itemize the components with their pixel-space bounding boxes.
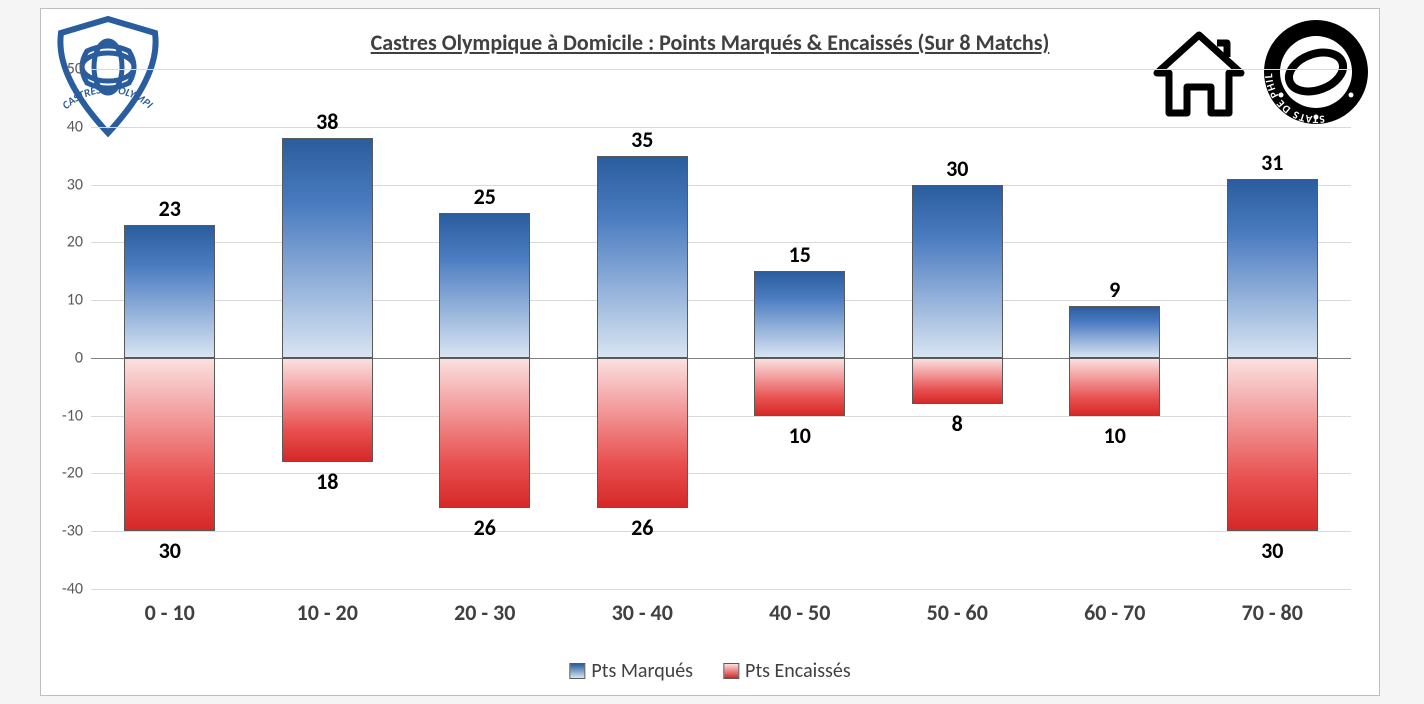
bar-marques bbox=[597, 156, 688, 358]
bar-group: 313070 - 80 bbox=[1227, 69, 1318, 589]
y-tick-label: 10 bbox=[67, 291, 83, 310]
y-tick-label: 20 bbox=[67, 233, 83, 252]
chart-container: CASTRES OLYMPIQUE STATS DE PHIL Castres … bbox=[40, 8, 1380, 696]
bar-group: 91060 - 70 bbox=[1069, 69, 1160, 589]
bar-label-marques: 38 bbox=[282, 108, 373, 135]
bar-group: 381810 - 20 bbox=[282, 69, 373, 589]
bar-label-encaisses: 26 bbox=[439, 514, 530, 541]
bar-label-marques: 30 bbox=[912, 155, 1003, 182]
y-tick-label: -30 bbox=[62, 522, 83, 541]
gridline bbox=[91, 473, 1351, 474]
bar-label-marques: 15 bbox=[754, 241, 845, 268]
bar-label-marques: 25 bbox=[439, 183, 530, 210]
bar-marques bbox=[124, 225, 215, 358]
x-tick-label: 20 - 30 bbox=[421, 599, 549, 626]
legend-label: Pts Encaissés bbox=[745, 659, 851, 683]
y-tick-label: -10 bbox=[62, 406, 83, 425]
bar-group: 23300 - 10 bbox=[124, 69, 215, 589]
legend-label: Pts Marqués bbox=[591, 659, 693, 683]
gridline bbox=[91, 531, 1351, 532]
bar-label-marques: 31 bbox=[1227, 149, 1318, 176]
bar-label-marques: 23 bbox=[124, 195, 215, 222]
bar-label-encaisses: 30 bbox=[1227, 537, 1318, 564]
bar-label-encaisses: 10 bbox=[1069, 422, 1160, 449]
bar-encaisses bbox=[754, 358, 845, 416]
bar-label-encaisses: 10 bbox=[754, 422, 845, 449]
bar-encaisses bbox=[439, 358, 530, 508]
y-tick-label: -20 bbox=[62, 464, 83, 483]
legend-swatch-blue bbox=[569, 663, 585, 679]
bar-encaisses bbox=[912, 358, 1003, 404]
gridline bbox=[91, 185, 1351, 186]
gridline bbox=[91, 127, 1351, 128]
y-tick-label: -40 bbox=[62, 580, 83, 599]
bar-group: 151040 - 50 bbox=[754, 69, 845, 589]
bar-group: 352630 - 40 bbox=[597, 69, 688, 589]
bar-marques bbox=[754, 271, 845, 358]
bar-label-marques: 9 bbox=[1069, 276, 1160, 303]
gridline bbox=[91, 358, 1351, 359]
bar-label-encaisses: 18 bbox=[282, 468, 373, 495]
bar-label-marques: 35 bbox=[597, 126, 688, 153]
x-tick-label: 30 - 40 bbox=[578, 599, 706, 626]
bar-encaisses bbox=[1069, 358, 1160, 416]
bar-marques bbox=[912, 185, 1003, 358]
bar-marques bbox=[439, 213, 530, 357]
bar-encaisses bbox=[124, 358, 215, 531]
legend-swatch-red bbox=[723, 663, 739, 679]
y-tick-label: 40 bbox=[67, 117, 83, 136]
gridline bbox=[91, 416, 1351, 417]
gridline bbox=[91, 69, 1351, 70]
x-tick-label: 0 - 10 bbox=[106, 599, 234, 626]
y-tick-label: 0 bbox=[75, 348, 83, 367]
legend: Pts Marqués Pts Encaissés bbox=[569, 659, 850, 683]
legend-item-marques: Pts Marqués bbox=[569, 659, 693, 683]
bar-marques bbox=[282, 138, 373, 358]
bar-marques bbox=[1069, 306, 1160, 358]
plot-area: -40-30-20-100102030405023300 - 10381810 … bbox=[91, 69, 1351, 589]
gridline bbox=[91, 300, 1351, 301]
chart-title: Castres Olympique à Domicile : Points Ma… bbox=[371, 29, 1050, 56]
bar-encaisses bbox=[1227, 358, 1318, 531]
legend-item-encaisses: Pts Encaissés bbox=[723, 659, 851, 683]
bar-label-encaisses: 8 bbox=[912, 410, 1003, 437]
gridline bbox=[91, 589, 1351, 590]
x-tick-label: 10 - 20 bbox=[263, 599, 391, 626]
bar-encaisses bbox=[597, 358, 688, 508]
bar-encaisses bbox=[282, 358, 373, 462]
bar-label-encaisses: 26 bbox=[597, 514, 688, 541]
x-tick-label: 50 - 60 bbox=[893, 599, 1021, 626]
y-tick-label: 50 bbox=[67, 60, 83, 79]
y-tick-label: 30 bbox=[67, 175, 83, 194]
x-tick-label: 40 - 50 bbox=[736, 599, 864, 626]
bar-marques bbox=[1227, 179, 1318, 358]
x-tick-label: 60 - 70 bbox=[1051, 599, 1179, 626]
gridline bbox=[91, 242, 1351, 243]
x-tick-label: 70 - 80 bbox=[1208, 599, 1336, 626]
bar-group: 252620 - 30 bbox=[439, 69, 530, 589]
bar-label-encaisses: 30 bbox=[124, 537, 215, 564]
bar-group: 30850 - 60 bbox=[912, 69, 1003, 589]
